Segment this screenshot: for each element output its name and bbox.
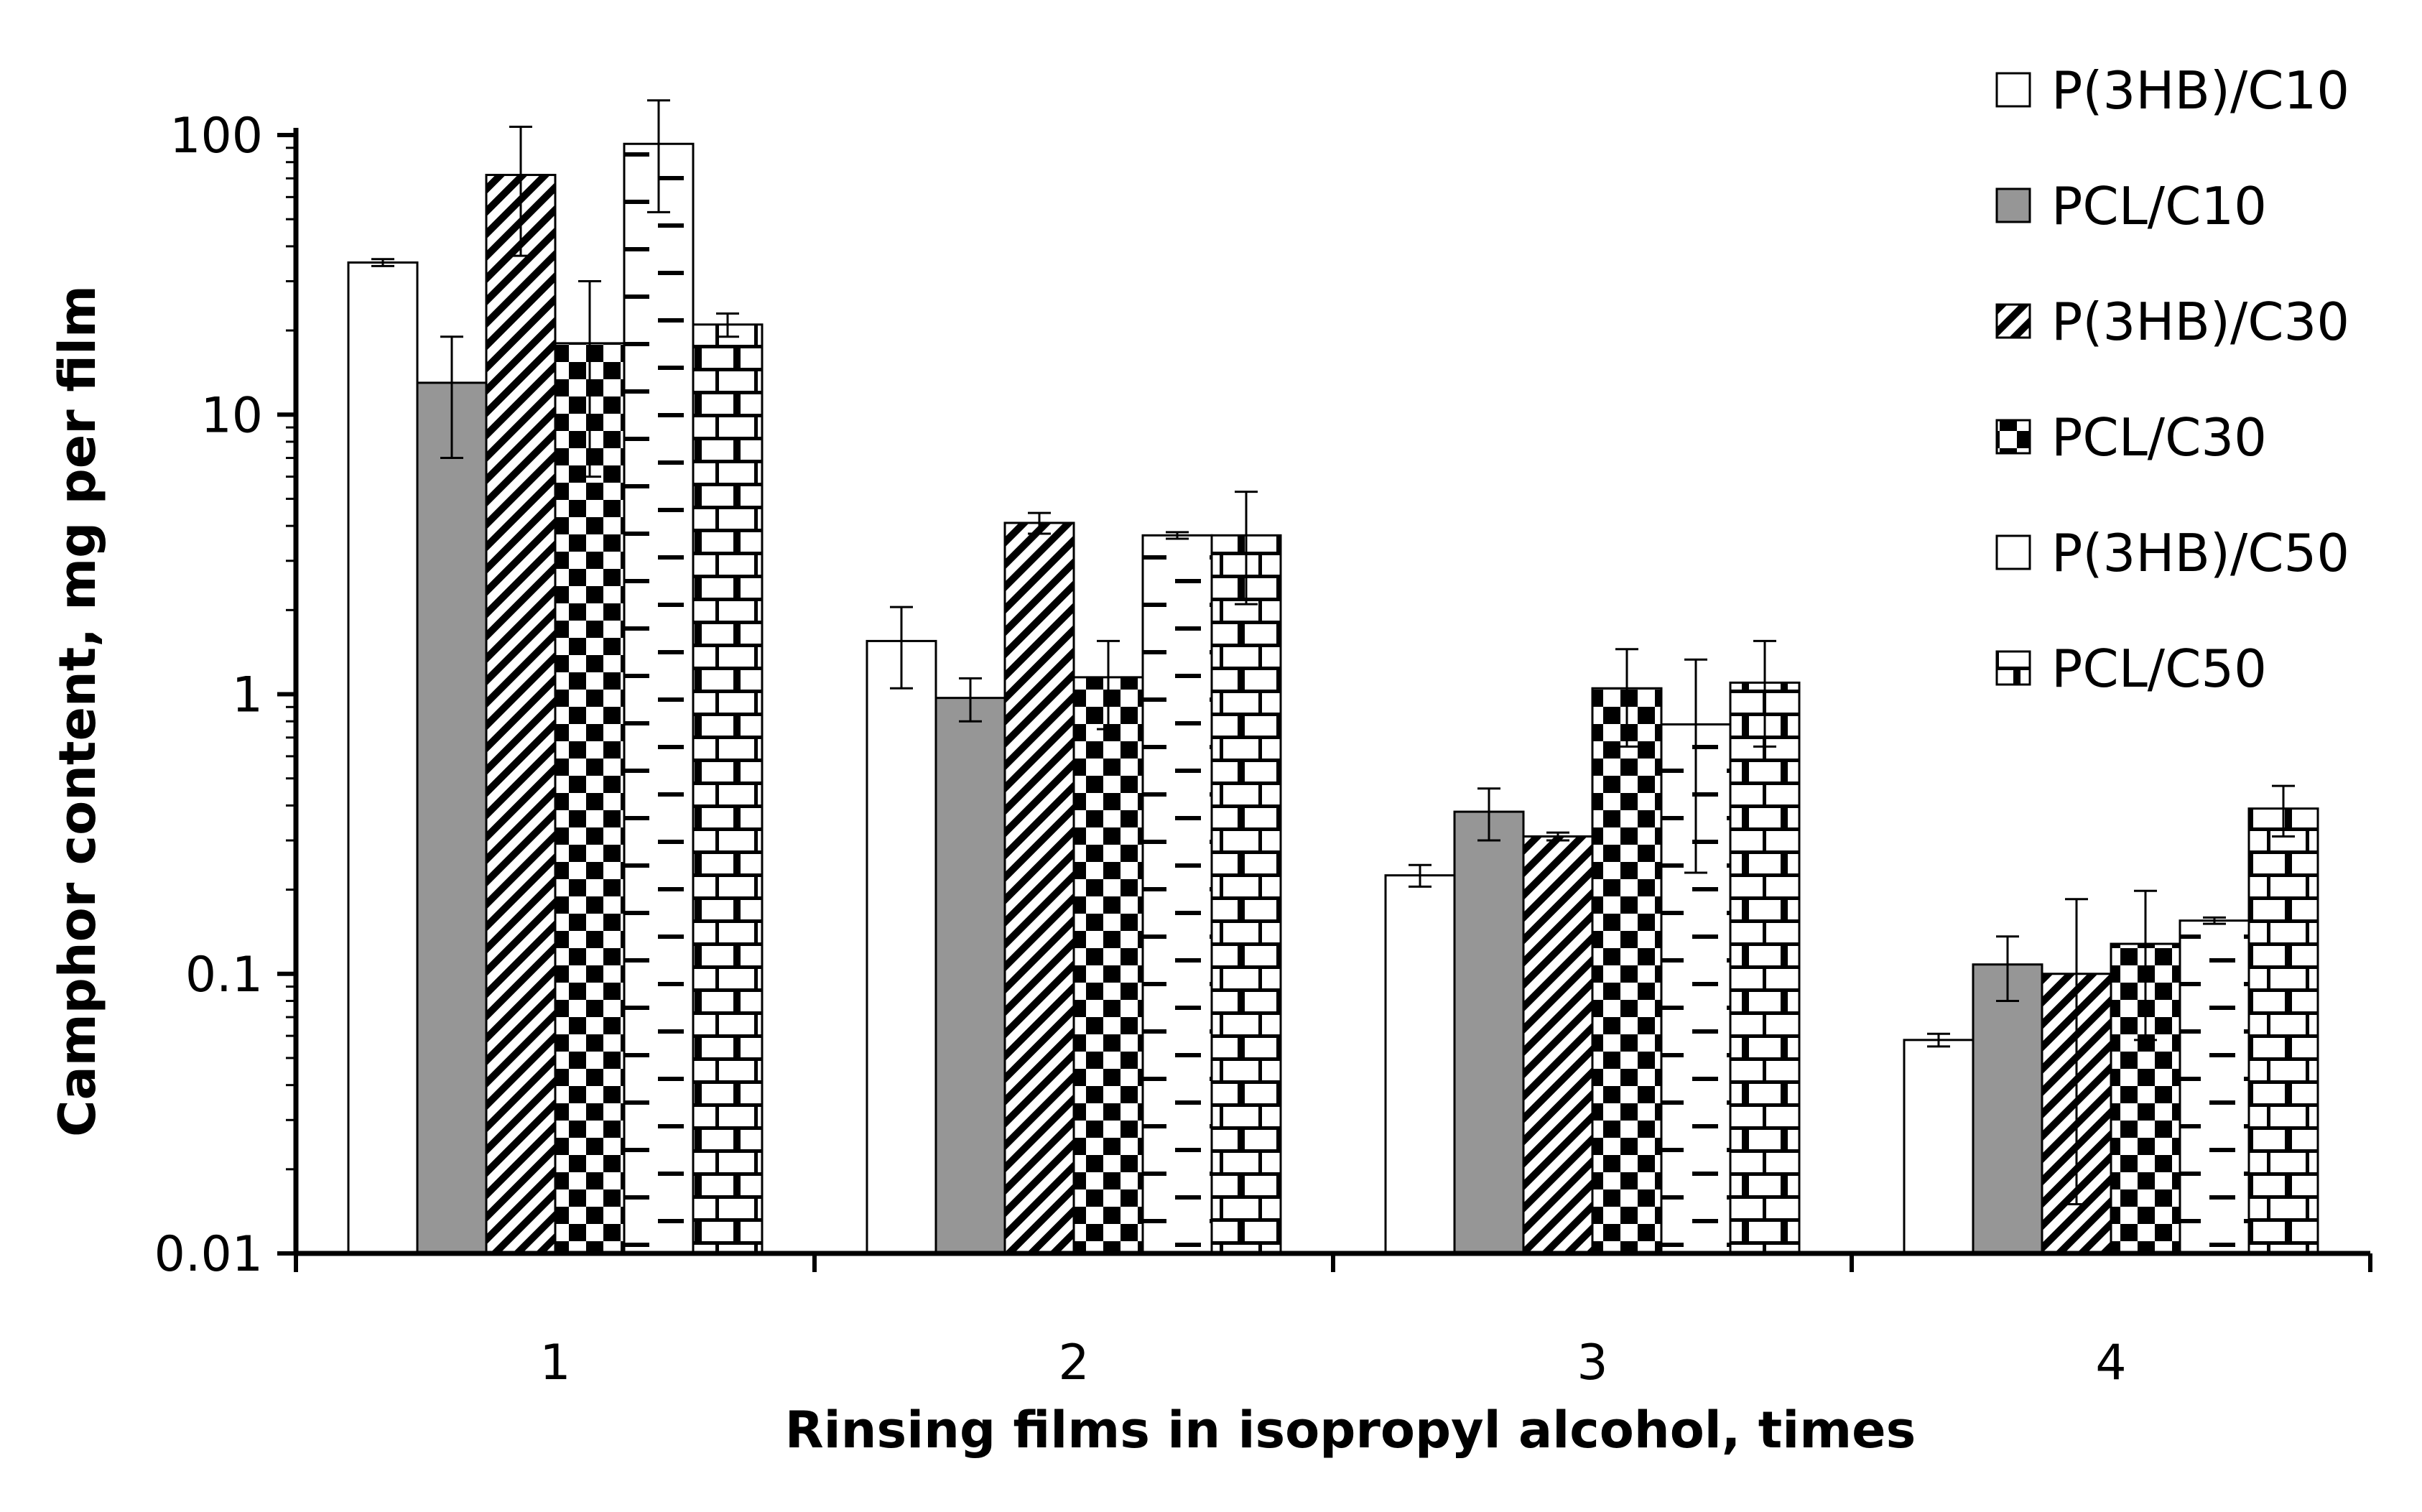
legend-swatch <box>1995 650 2031 686</box>
legend-item: P(3HB)/C50 <box>1995 523 2349 583</box>
bar <box>1384 874 1456 1255</box>
x-axis-title: Rinsing films in isopropyl alcohol, time… <box>785 1401 1916 1460</box>
bar <box>934 697 1006 1255</box>
bar <box>692 323 764 1255</box>
legend-label: P(3HB)/C30 <box>2051 292 2349 352</box>
x-tick-label: 2 <box>1058 1335 1089 1391</box>
x-tick-label: 3 <box>1577 1335 1607 1391</box>
legend-item: PCL/C50 <box>1995 639 2267 699</box>
bar <box>1591 687 1663 1255</box>
legend-item: P(3HB)/C30 <box>1995 292 2349 352</box>
legend-label: PCL/C30 <box>2051 407 2267 468</box>
legend-label: P(3HB)/C10 <box>2051 60 2349 121</box>
bar <box>1972 963 2043 1255</box>
bar <box>554 342 626 1255</box>
legend-label: PCL/C50 <box>2051 639 2267 699</box>
y-tick-label: 0.01 <box>154 1226 263 1283</box>
error-bars-layer <box>371 99 2295 1205</box>
bar <box>1141 534 1213 1255</box>
bar <box>2179 919 2250 1255</box>
bar <box>485 174 557 1255</box>
bar <box>1660 723 1732 1255</box>
y-tick-label: 0.1 <box>185 947 263 1003</box>
legend-swatch <box>1995 419 2031 455</box>
bar <box>1903 1039 1975 1255</box>
y-tick-label: 1 <box>232 667 263 724</box>
legend-swatch <box>1995 72 2031 108</box>
bar <box>866 639 937 1255</box>
bar <box>2247 807 2319 1255</box>
bars-layer <box>347 142 2319 1255</box>
bar <box>347 261 419 1255</box>
x-tick-label: 4 <box>2095 1335 2126 1391</box>
y-axis-title: Camphor content, mg per film <box>48 285 107 1137</box>
legend-label: P(3HB)/C50 <box>2051 523 2349 583</box>
bar <box>1453 810 1525 1255</box>
bar <box>1522 835 1594 1255</box>
bar <box>1729 681 1801 1255</box>
legend: P(3HB)/C10 PCL/C10 P(3HB)/C30 PCL/C30 P(3HB)… <box>1995 60 2349 699</box>
legend-item: PCL/C10 <box>1995 176 2267 236</box>
bar <box>1210 534 1282 1255</box>
legend-item: PCL/C30 <box>1995 407 2267 468</box>
bar <box>416 381 488 1255</box>
bar <box>1003 521 1075 1255</box>
x-tick-label: 1 <box>539 1335 570 1391</box>
bar <box>1072 676 1144 1255</box>
bar <box>623 142 695 1255</box>
y-tick-label: 100 <box>170 108 263 164</box>
legend-item: P(3HB)/C10 <box>1995 60 2349 121</box>
axes: 1 2 3 4 0.01 0.1 1 10 100 <box>154 108 2372 1391</box>
legend-label: PCL/C10 <box>2051 176 2267 236</box>
legend-swatch <box>1995 187 2031 223</box>
y-tick-label: 10 <box>200 387 263 444</box>
legend-swatch <box>1995 303 2031 339</box>
legend-swatch <box>1995 534 2031 570</box>
